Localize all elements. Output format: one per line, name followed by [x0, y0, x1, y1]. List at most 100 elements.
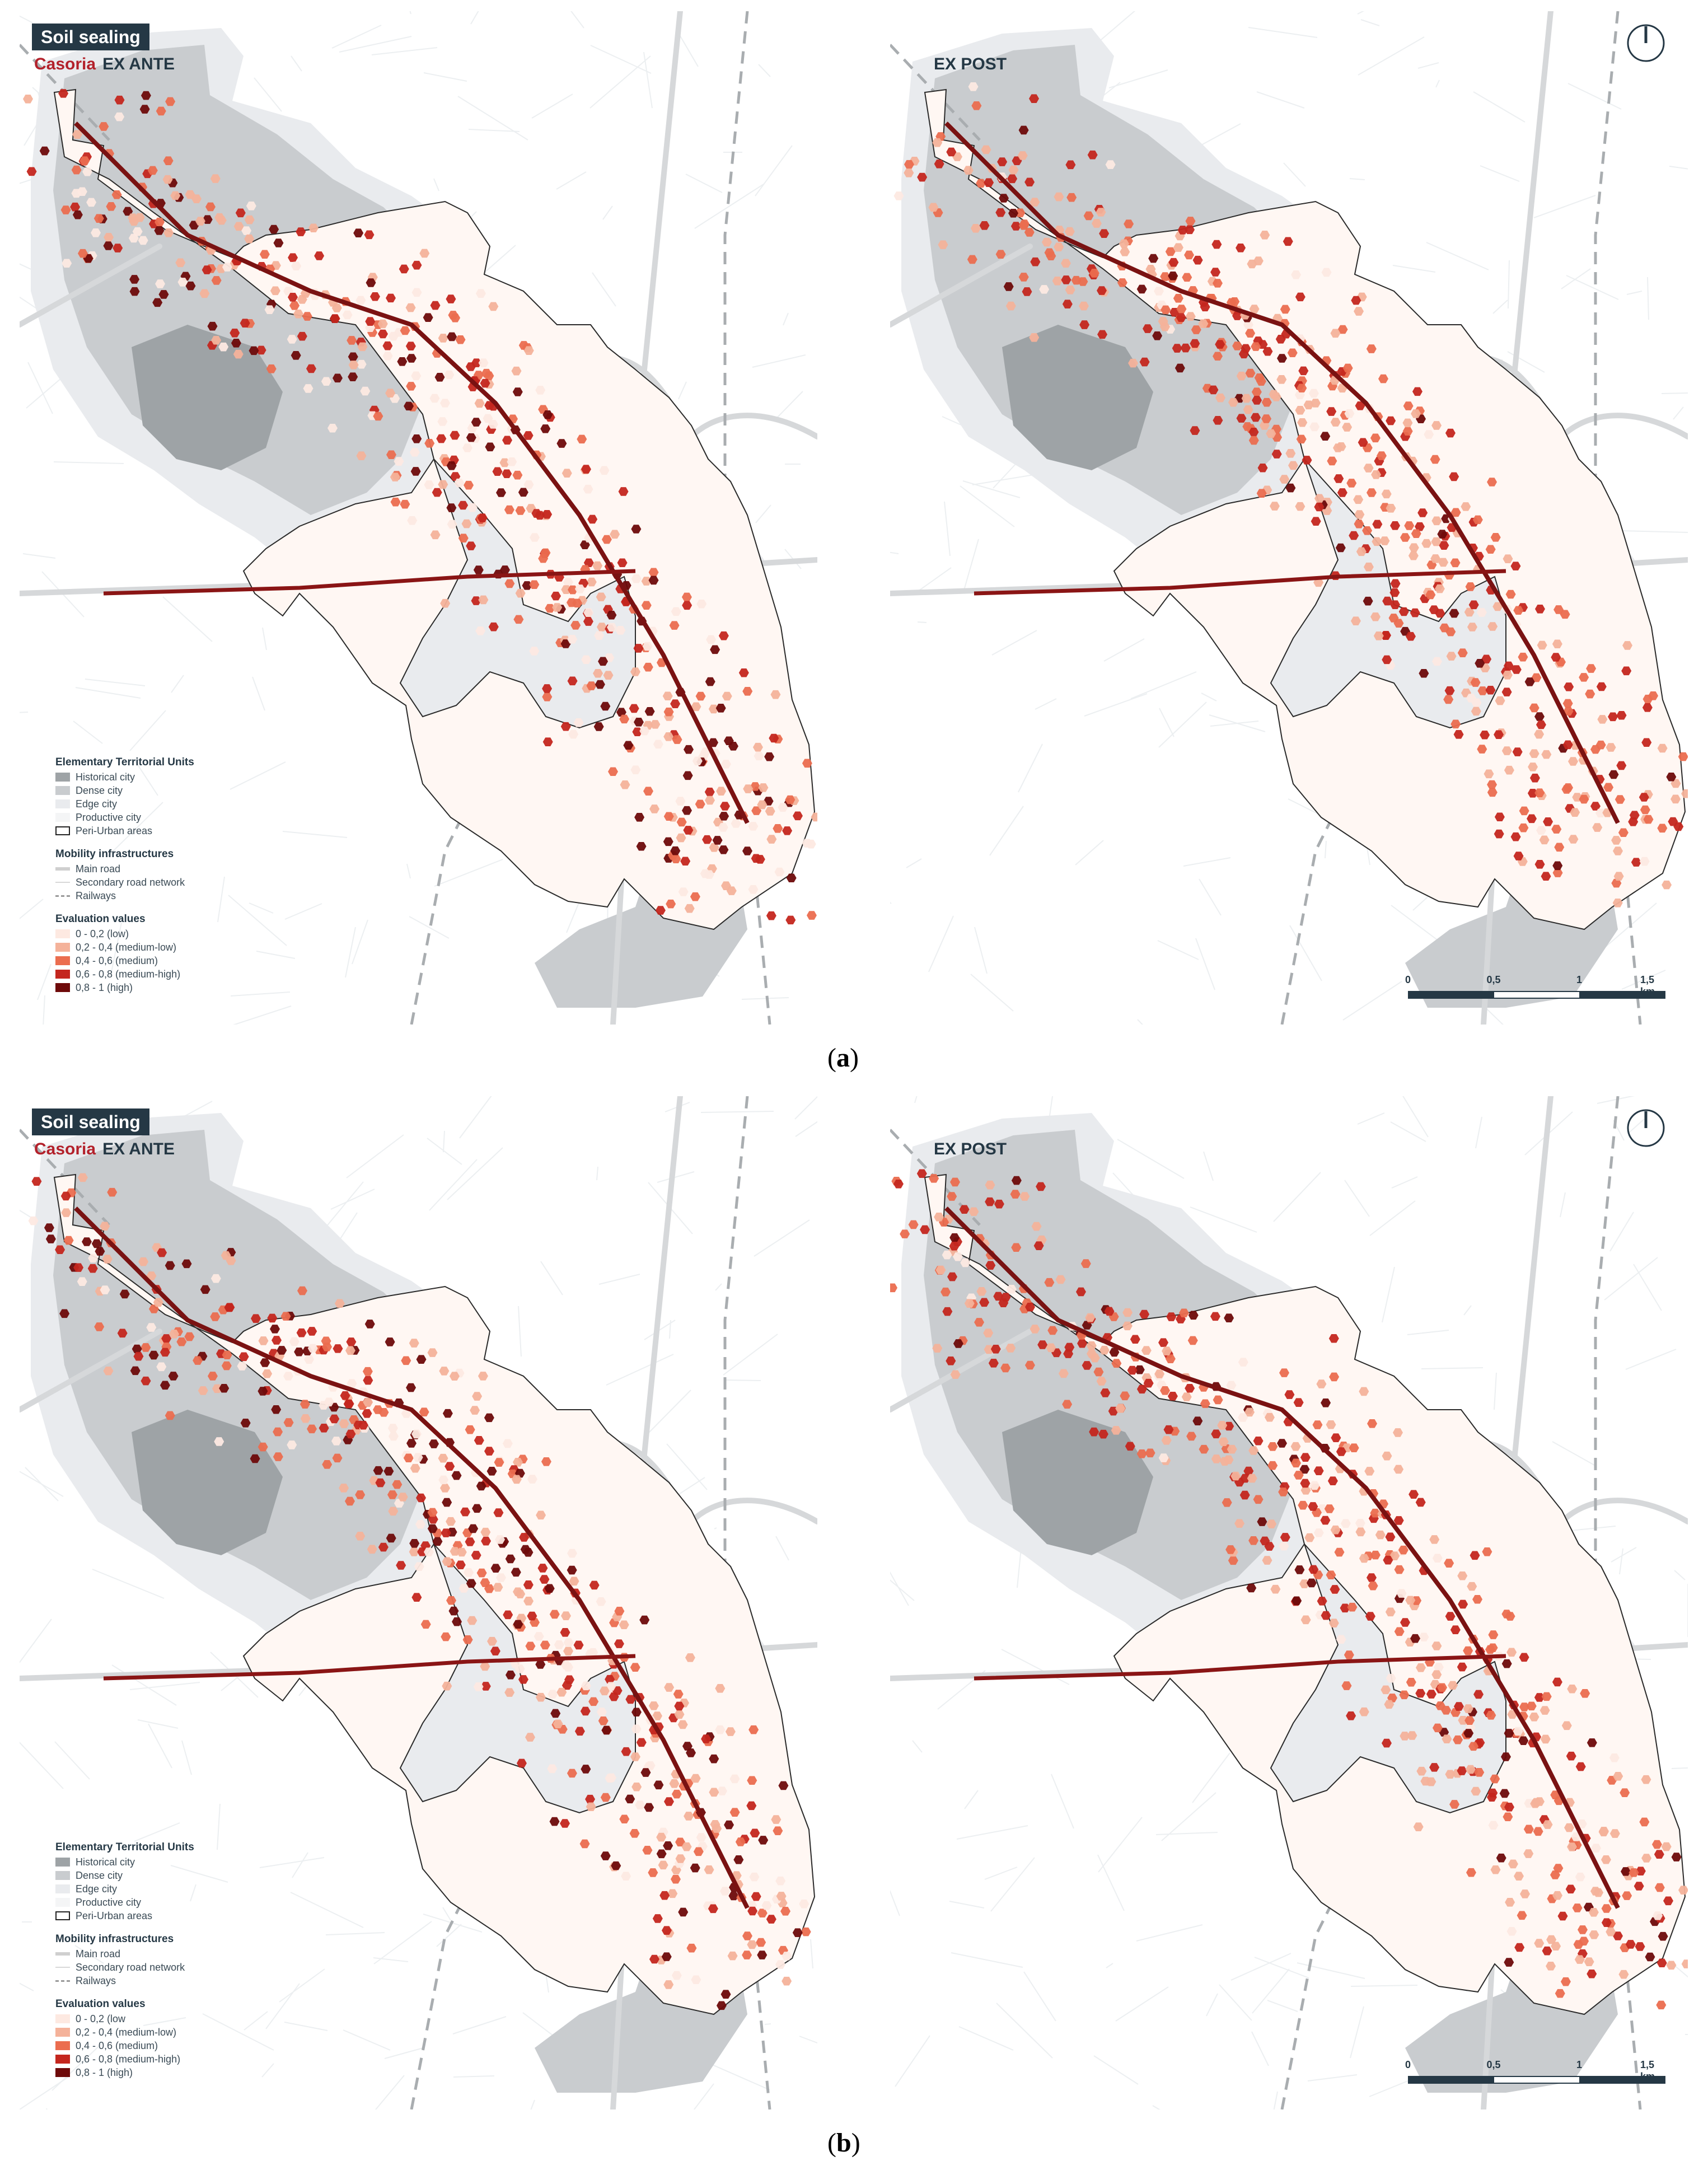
scale-bar: 0 0,5 1 1,5 km: [1405, 974, 1665, 1008]
swatch-dense: [55, 786, 70, 795]
north-arrow-icon: [1627, 1109, 1665, 1147]
legend-item: 0,4 - 0,6 (medium): [76, 955, 158, 966]
sealed-road-corridor: [74, 1206, 750, 1909]
map-panel-a-ex-ante: Soil sealing Casoria EX ANTE Elementary T…: [20, 11, 817, 1025]
legend-item: Dense city: [76, 1870, 123, 1881]
sealed-road-corridor: [74, 121, 750, 824]
legend-item: Railways: [76, 890, 116, 901]
evaluation-hexagons: [890, 1169, 1688, 2010]
line-main-road: [55, 867, 70, 871]
scale-tick: 0,5: [1486, 2059, 1501, 2070]
legend-item: Secondary road network: [76, 1962, 185, 1973]
legend-item: 0,8 - 1 (high): [76, 982, 133, 993]
legend-item: Peri-Urban areas: [76, 825, 153, 836]
map-panel-b-ex-post: EX POST 0 0,5 1 1,5 km: [890, 1096, 1688, 2109]
scale-tick: 0: [1405, 2059, 1411, 2070]
scale-bar: 0 0,5 1 1,5 km: [1405, 2059, 1665, 2093]
phase-label: EX ANTE: [102, 55, 175, 73]
map-legend: Elementary Territorial Units Historical …: [55, 756, 194, 1004]
legend-eval-title: Evaluation values: [55, 913, 146, 925]
legend-item: 0,2 - 0,4 (medium-low): [76, 2027, 177, 2038]
swatch-periurban: [55, 826, 70, 835]
legend-item: 0 - 0,2 (low: [76, 2013, 126, 2024]
legend-item: 0,6 - 0,8 (medium-high): [76, 2054, 181, 2065]
swatch-eval-5: [55, 2068, 70, 2077]
map-subtitle: Casoria EX ANTE: [34, 1140, 175, 1159]
sealed-road-corridor: [103, 1654, 636, 1681]
swatch-eval-5: [55, 983, 70, 992]
sealed-road-corridor: [103, 569, 636, 596]
map-subtitle: Casoria EX ANTE: [34, 55, 175, 74]
legend-eval-title: Evaluation values: [55, 1998, 146, 2010]
line-main-road: [55, 1952, 70, 1956]
legend-item: Main road: [76, 863, 121, 874]
swatch-edge: [55, 1884, 70, 1893]
sealed-road-corridor: [974, 569, 1506, 596]
legend-item: 0 - 0,2 (low): [76, 928, 129, 939]
scale-tick: 0: [1405, 974, 1411, 985]
phase-label: EX ANTE: [102, 1140, 175, 1158]
legend-item: Main road: [76, 1948, 121, 1959]
legend-item: 0,8 - 1 (high): [76, 2067, 133, 2078]
map-panel-a-ex-post: EX POST 0 0,5 1 1,5 km: [890, 11, 1688, 1025]
peri-urban-area: [924, 88, 1686, 930]
legend-item: Edge city: [76, 1883, 118, 1895]
swatch-eval-2: [55, 2028, 70, 2037]
scale-tick: 1: [1576, 974, 1583, 985]
swatch-dense: [55, 1871, 70, 1880]
sealed-road-corridor: [974, 1654, 1506, 1681]
evaluation-hexagons: [22, 89, 817, 925]
map-title: Soil sealing: [32, 1108, 149, 1135]
swatch-eval-3: [55, 2041, 70, 2050]
swatch-eval-3: [55, 956, 70, 965]
legend-item: 0,6 - 0,8 (medium-high): [76, 969, 181, 980]
legend-item: Edge city: [76, 798, 118, 810]
zone-historical-city: [1002, 325, 1153, 470]
legend-item: Dense city: [76, 785, 123, 796]
map-panel-b-ex-ante: Soil sealing Casoria EX ANTE Elementary T…: [20, 1096, 817, 2109]
phase-label: EX POST: [934, 1140, 1007, 1158]
sealed-road-corridor: [944, 121, 1620, 824]
scale-tick: 1: [1576, 2059, 1583, 2070]
swatch-productive: [55, 1898, 70, 1907]
legend-item: Productive city: [76, 1897, 142, 1908]
line-railway: [55, 1980, 70, 1982]
map-canvas: [20, 11, 817, 1025]
map-title: Soil sealing: [32, 24, 149, 50]
legend-item: Historical city: [76, 771, 135, 783]
swatch-periurban: [55, 1911, 70, 1920]
line-railway: [55, 895, 70, 897]
map-canvas: [890, 11, 1688, 1025]
line-secondary-road: [55, 1967, 70, 1968]
zone-historical-city: [132, 1410, 283, 1555]
legend-etu-title: Elementary Territorial Units: [55, 1841, 194, 1853]
city-name: Casoria: [34, 1140, 96, 1158]
legend-mob-title: Mobility infrastructures: [55, 848, 174, 860]
north-arrow-icon: [1627, 24, 1665, 62]
city-name: Casoria: [34, 55, 96, 73]
legend-item: Productive city: [76, 812, 142, 823]
line-secondary-road: [55, 882, 70, 883]
sealed-road-corridor: [944, 1206, 1620, 1909]
map-canvas: [20, 1096, 817, 2109]
legend-item: 0,2 - 0,4 (medium-low): [76, 942, 177, 953]
swatch-eval-4: [55, 970, 70, 979]
swatch-eval-1: [55, 929, 70, 938]
map-canvas: [890, 1096, 1688, 2109]
legend-etu-title: Elementary Territorial Units: [55, 756, 194, 768]
swatch-historical: [55, 1858, 70, 1867]
phase-label: EX POST: [934, 55, 1007, 73]
legend-item: Railways: [76, 1975, 116, 1986]
legend-item: 0,4 - 0,6 (medium): [76, 2040, 158, 2051]
scale-tick: 0,5: [1486, 974, 1501, 985]
zone-historical-city: [132, 325, 283, 470]
swatch-eval-1: [55, 2014, 70, 2023]
caption-b: (b): [827, 2128, 860, 2158]
legend-item: Secondary road network: [76, 877, 185, 888]
peri-urban-area: [53, 1173, 816, 2015]
zone-historical-city: [1002, 1410, 1153, 1555]
swatch-productive: [55, 813, 70, 822]
swatch-eval-4: [55, 2055, 70, 2064]
swatch-historical: [55, 773, 70, 782]
legend-item: Historical city: [76, 1856, 135, 1868]
